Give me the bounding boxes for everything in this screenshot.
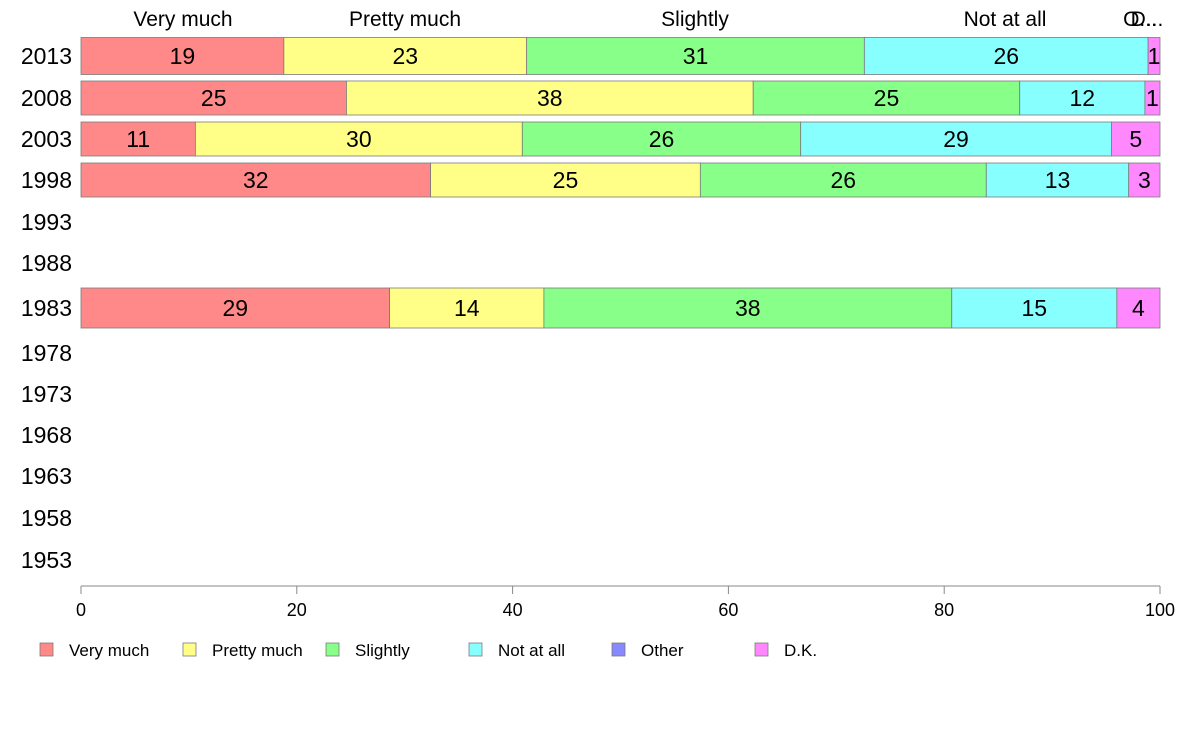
legend-label-not-at-all: Not at all bbox=[498, 641, 565, 660]
bar-2003-pretty-much bbox=[194, 121, 523, 157]
x-axis: 0 20 40 60 80 100 bbox=[76, 585, 1175, 620]
bar-2008-slightly bbox=[752, 80, 1021, 116]
year-label-2003: 2003 bbox=[21, 126, 72, 152]
top-label-1: Pretty much bbox=[349, 8, 461, 31]
bars-group: 19 23 31 26 125 38 25 12 111 30 26 29 532 25 26 13 329 14… bbox=[80, 37, 1161, 329]
legend-label-d-k-: D.K. bbox=[784, 641, 817, 660]
bar-1998-slightly bbox=[699, 162, 987, 198]
year-label-1983: 1983 bbox=[21, 295, 72, 321]
year-label-1963: 1963 bbox=[21, 463, 72, 489]
legend-swatch-other bbox=[611, 642, 626, 657]
data-label-2013-3: 26 bbox=[993, 43, 1019, 69]
bar-2008-not-at-all bbox=[1019, 80, 1146, 116]
legend-label-other: Other bbox=[641, 641, 684, 660]
x-tick-label-60: 60 bbox=[718, 600, 738, 620]
data-label-2013-1: 23 bbox=[392, 43, 418, 69]
legend-swatch-not-at-all bbox=[468, 642, 483, 657]
year-axis-labels: 2013 2008 2003 1998 1993 1988 1983 1978 1973 1968… bbox=[21, 43, 72, 573]
bar-1983-d-k- bbox=[1116, 287, 1161, 329]
data-label-1998-2: 26 bbox=[831, 167, 857, 193]
top-label-4: O... bbox=[1123, 8, 1157, 31]
data-label-2008-2: 25 bbox=[874, 85, 900, 111]
data-label-2003-0: 11 bbox=[126, 126, 150, 152]
data-label-1998-1: 25 bbox=[553, 167, 579, 193]
year-label-2008: 2008 bbox=[21, 85, 72, 111]
legend-swatch-very-much bbox=[39, 642, 54, 657]
year-label-1968: 1968 bbox=[21, 422, 72, 448]
legend-label-slightly: Slightly bbox=[355, 641, 410, 660]
bar-1983-not-at-all bbox=[951, 287, 1118, 329]
data-label-2013-0: 19 bbox=[170, 43, 196, 69]
bar-1998-very-much bbox=[80, 162, 431, 198]
year-label-1993: 1993 bbox=[21, 209, 72, 235]
bar-2008-pretty-much bbox=[346, 80, 754, 116]
top-label-3: Not at all bbox=[964, 8, 1047, 31]
data-label-1998-5: 3 bbox=[1138, 167, 1151, 193]
data-label-2013-5: 1 bbox=[1148, 43, 1161, 69]
legend-label-pretty-much: Pretty much bbox=[212, 641, 303, 660]
x-tick-label-80: 80 bbox=[934, 600, 954, 620]
data-label-1983-3: 15 bbox=[1021, 295, 1047, 321]
bar-2013-pretty-much bbox=[283, 37, 528, 75]
year-label-1978: 1978 bbox=[21, 340, 72, 366]
x-tick-label-40: 40 bbox=[503, 600, 523, 620]
data-label-2008-3: 12 bbox=[1070, 85, 1096, 111]
x-tick-label-20: 20 bbox=[287, 600, 307, 620]
data-label-2003-3: 29 bbox=[943, 126, 969, 152]
bar-2003-not-at-all bbox=[800, 121, 1112, 157]
data-label-2003-2: 26 bbox=[649, 126, 675, 152]
bar-2003-slightly bbox=[521, 121, 802, 157]
legend-swatch-slightly bbox=[325, 642, 340, 657]
bar-1983-pretty-much bbox=[389, 287, 545, 329]
data-label-2003-1: 30 bbox=[346, 126, 372, 152]
data-label-2008-0: 25 bbox=[201, 85, 227, 111]
bar-1983-slightly bbox=[543, 287, 953, 329]
data-label-1998-3: 13 bbox=[1045, 167, 1071, 193]
bar-1998-not-at-all bbox=[985, 162, 1130, 198]
bar-1983-very-much bbox=[80, 287, 390, 329]
bar-2008-d-k- bbox=[1144, 80, 1161, 116]
data-label-2008-1: 38 bbox=[537, 85, 563, 111]
top-category-labels: Very much Pretty much Slightly Not at all O.… bbox=[133, 8, 1163, 31]
bar-2013-d-k- bbox=[1147, 37, 1161, 75]
x-tick-label-100: 100 bbox=[1145, 600, 1175, 620]
legend-swatch-pretty-much bbox=[182, 642, 197, 657]
data-label-2003-5: 5 bbox=[1129, 126, 1142, 152]
bar-2003-d-k- bbox=[1111, 121, 1161, 157]
bar-2008-very-much bbox=[80, 80, 347, 116]
year-label-2013: 2013 bbox=[21, 43, 72, 69]
legend: Very much Pretty much Slightly Not at all Ot… bbox=[39, 641, 817, 660]
data-label-1983-1: 14 bbox=[454, 295, 480, 321]
top-label-2: Slightly bbox=[661, 8, 729, 31]
data-label-1983-2: 38 bbox=[735, 295, 761, 321]
year-label-1953: 1953 bbox=[21, 547, 72, 573]
data-label-1998-0: 32 bbox=[243, 167, 269, 193]
year-label-1973: 1973 bbox=[21, 381, 72, 407]
year-label-1958: 1958 bbox=[21, 505, 72, 531]
data-label-2008-5: 1 bbox=[1146, 85, 1159, 111]
top-label-0: Very much bbox=[133, 8, 232, 31]
legend-label-very-much: Very much bbox=[69, 641, 149, 660]
year-label-1998: 1998 bbox=[21, 167, 72, 193]
bar-1998-pretty-much bbox=[430, 162, 701, 198]
bar-1998-d-k- bbox=[1128, 162, 1161, 198]
data-label-1983-5: 4 bbox=[1132, 295, 1145, 321]
data-label-2013-2: 31 bbox=[683, 43, 709, 69]
legend-swatch-d-k- bbox=[754, 642, 769, 657]
bar-2003-very-much bbox=[80, 121, 196, 157]
x-tick-label-0: 0 bbox=[76, 600, 86, 620]
top-label-5: D... bbox=[1131, 8, 1164, 31]
data-label-1983-0: 29 bbox=[223, 295, 249, 321]
year-label-1988: 1988 bbox=[21, 250, 72, 276]
